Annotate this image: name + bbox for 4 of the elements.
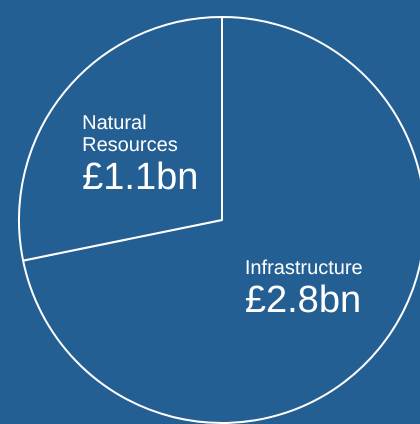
slice-label: Infrastructure <box>244 256 363 279</box>
data-label: £2.8bn <box>244 278 362 321</box>
slice-label: Natural Resources <box>82 112 178 156</box>
data-label: £1.1bn <box>82 156 198 198</box>
